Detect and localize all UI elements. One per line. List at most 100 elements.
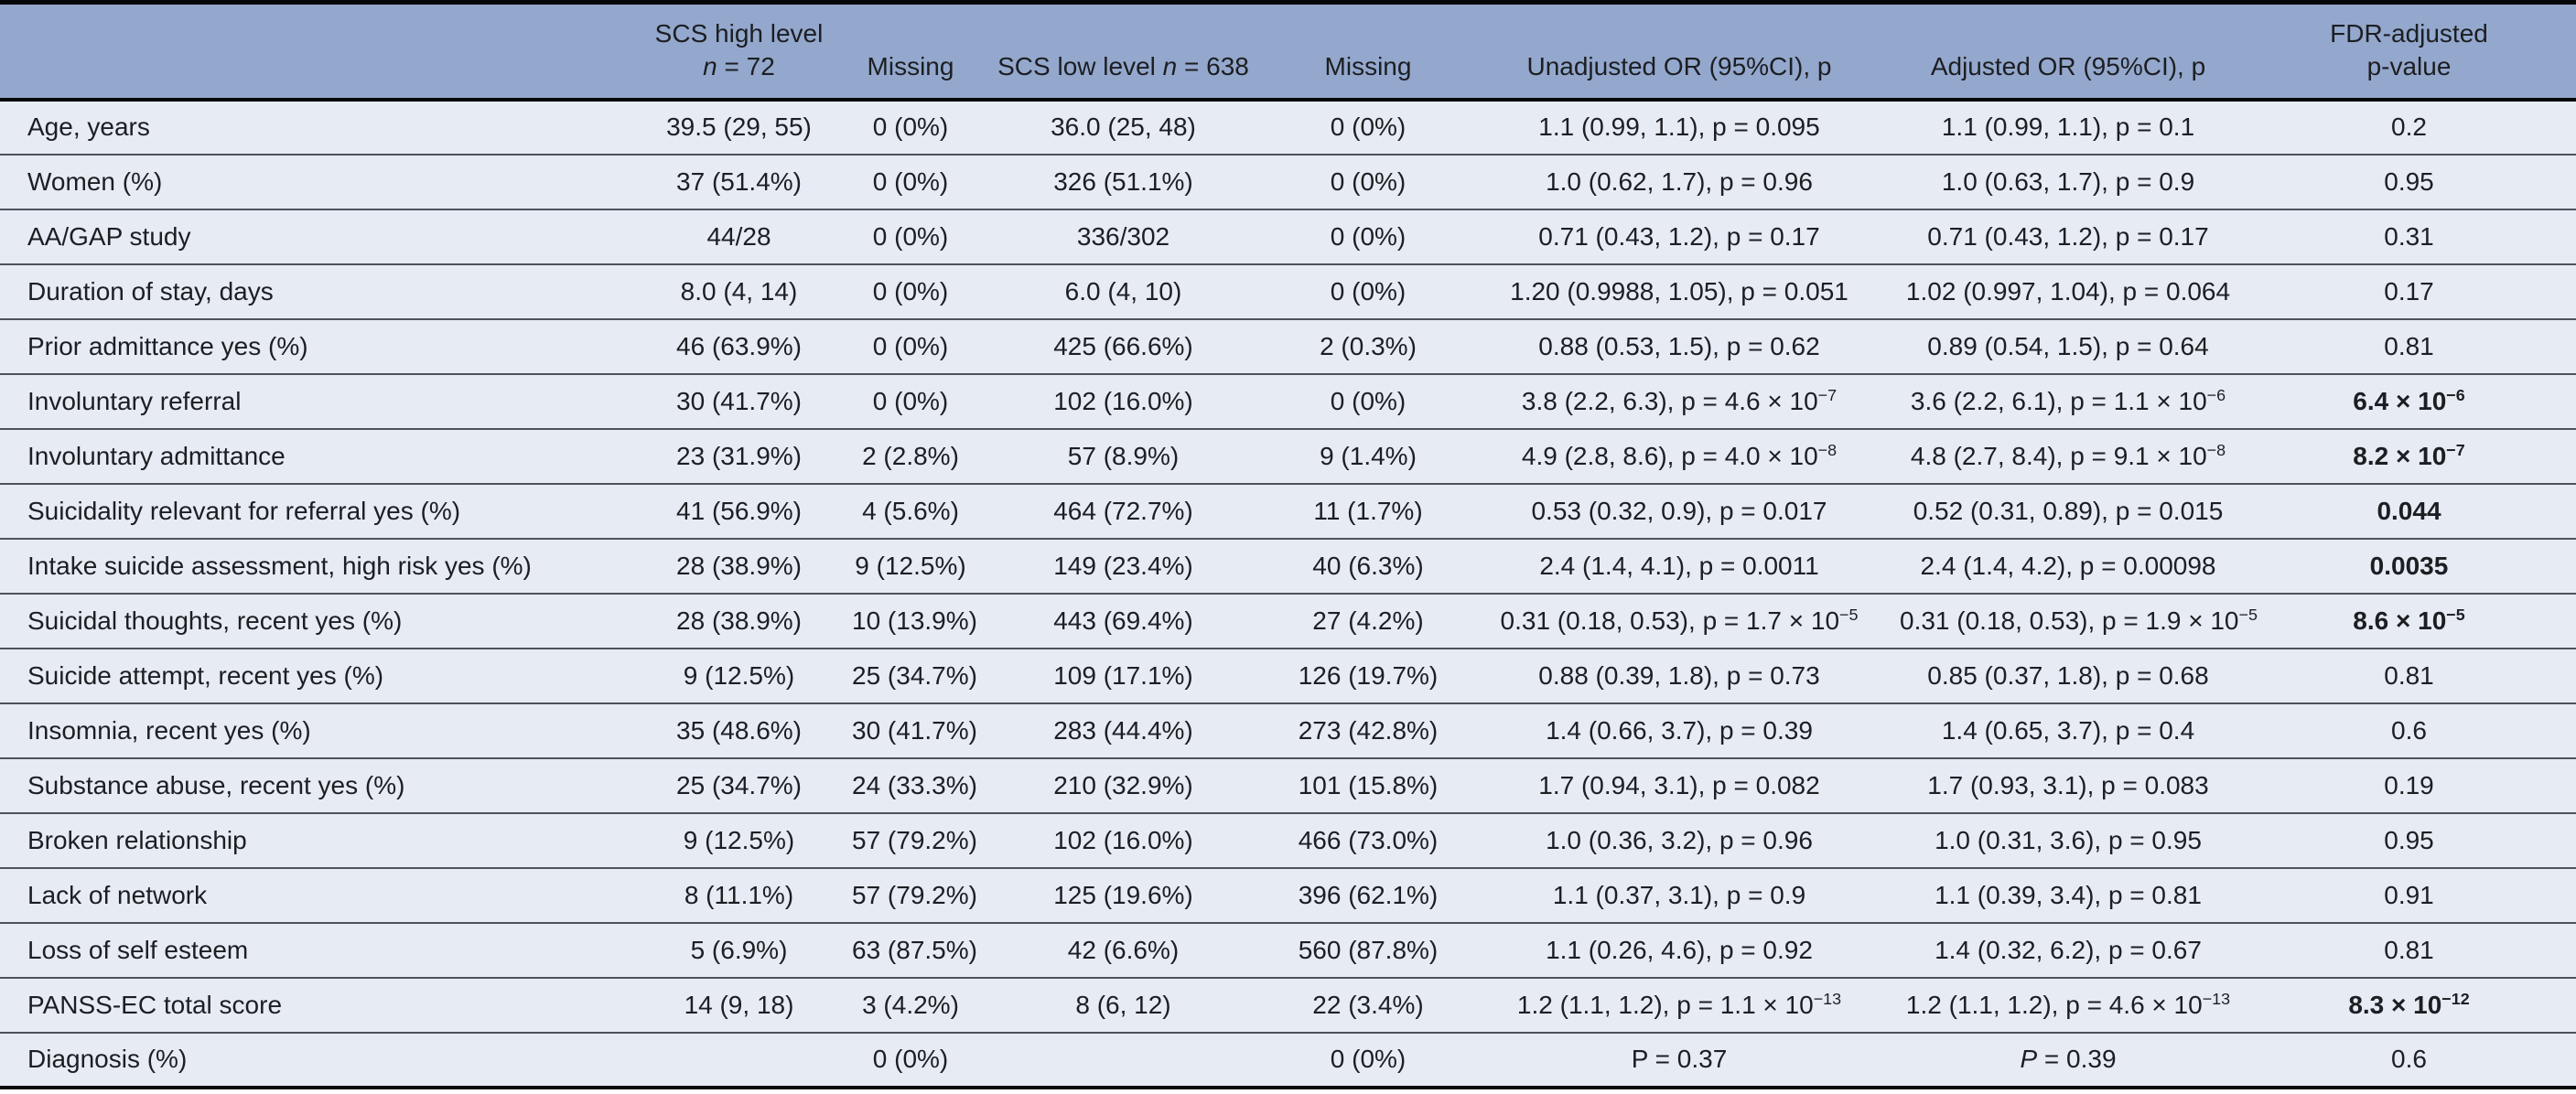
cell-missing1: 24 (33.3%) — [846, 756, 977, 813]
table-row: Suicidal thoughts, recent yes (%) 28 (38.… — [0, 592, 2576, 649]
cell-missing1: 0 (0%) — [872, 113, 949, 141]
cell-fdr: 0.81 — [2242, 317, 2576, 374]
table-row: Involuntary referral 30 (41.7%) 0 (0%) 102 … — [0, 372, 2576, 429]
table-row: Age, years 39.5 (29, 55) 0 (0%) 36.0 (25, 4… — [0, 99, 2576, 155]
table-row: Diagnosis (%) 0 (0%) 0 (0%) P = 0.37 P = 0.3… — [0, 1031, 2576, 1088]
cell-label: Suicidal thoughts, recent yes (%) — [0, 592, 631, 649]
cell-high: 37 (51.4%) — [631, 153, 846, 209]
cell-low: 210 (32.9%) — [975, 756, 1272, 813]
cell-missing2: 560 (87.8%) — [1272, 921, 1464, 978]
cell-adj: 1.0 (0.63, 1.7), p = 0.9 — [1894, 153, 2242, 209]
cell-unadj: 1.1 (0.37, 3.1), p = 0.9 — [1464, 866, 1894, 923]
cell-fdr: 0.17 — [2242, 263, 2576, 319]
cell-high: 14 (9, 18) — [631, 976, 846, 1033]
cell-low: 336/302 — [975, 208, 1272, 264]
cell-missing1: 3 (4.2%) — [846, 976, 975, 1033]
cell-high: 25 (34.7%) — [631, 756, 846, 813]
cell-low: 464 (72.7%) — [975, 482, 1272, 539]
cell-unadj: 1.20 (0.9988, 1.05), p = 0.051 — [1464, 263, 1894, 319]
table-row: AA/GAP study 44/28 0 (0%) 336/302 0 (0%) 0.71… — [0, 208, 2576, 264]
cell-missing1: 0 (0%) — [846, 1031, 975, 1088]
cell-missing2: 2 (0.3%) — [1272, 317, 1464, 374]
cell-label: Insomnia, recent yes (%) — [0, 702, 631, 758]
cell-missing1: 57 (79.2%) — [846, 866, 977, 923]
table-row: Lack of network 8 (11.1%) 57 (79.2%) 125 (1… — [0, 866, 2576, 923]
cell-fdr: 0.19 — [2242, 756, 2576, 813]
col-header-fdr-p-value: FDR-adjusted p-value — [2242, 2, 2576, 102]
cell-missing2: 0 (0%) — [1272, 153, 1464, 209]
cell-fdr: 0.0035 — [2242, 537, 2576, 594]
table-row: Insomnia, recent yes (%) 35 (48.6%) 30 (41… — [0, 702, 2576, 758]
cell-adj: 1.2 (1.1, 1.2), p = 4.6 × 10−13 — [1894, 976, 2242, 1033]
cell-high: 8.0 (4, 14) — [631, 263, 846, 319]
cell-low: 109 (17.1%) — [975, 647, 1272, 703]
cell-adj: 1.1 (0.99, 1.1), p = 0.1 — [1941, 113, 2195, 141]
cell-fdr: 8.2 × 10−7 — [2242, 427, 2576, 484]
cell-label: PANSS-EC total score — [0, 976, 631, 1033]
cell-high: 44/28 — [631, 208, 846, 264]
cell-adj: 1.02 (0.997, 1.04), p = 0.064 — [1894, 263, 2242, 319]
cell-label: Substance abuse, recent yes (%) — [0, 756, 631, 813]
cell-unadj: 1.2 (1.1, 1.2), p = 1.1 × 10−13 — [1464, 976, 1894, 1033]
cell-low: 149 (23.4%) — [975, 537, 1272, 594]
table-row: Involuntary admittance 23 (31.9%) 2 (2.8%)… — [0, 427, 2576, 484]
cell-adj: 4.8 (2.7, 8.4), p = 9.1 × 10−8 — [1894, 427, 2242, 484]
cell-label: Duration of stay, days — [0, 263, 631, 319]
cell-fdr: 0.6 — [2242, 1031, 2576, 1088]
cell-missing2: 40 (6.3%) — [1272, 537, 1464, 594]
col-header-scs-low: SCS low level n = 638 — [975, 2, 1272, 102]
cell-missing2: 101 (15.8%) — [1272, 756, 1464, 813]
cell-unadj: 3.8 (2.2, 6.3), p = 4.6 × 10−7 — [1464, 372, 1894, 429]
cell-missing1: 2 (2.8%) — [846, 427, 975, 484]
table-row: Substance abuse, recent yes (%) 25 (34.7%… — [0, 756, 2576, 813]
cell-high: 41 (56.9%) — [631, 482, 846, 539]
cell-low — [975, 1031, 1272, 1088]
cell-fdr: 0.91 — [2242, 866, 2576, 923]
cell-adj: 1.1 (0.39, 3.4), p = 0.81 — [1894, 866, 2242, 923]
table-row: Suicidality relevant for referral yes (%… — [0, 482, 2576, 539]
cell-high: 35 (48.6%) — [631, 702, 846, 758]
cell-adj: 1.4 (0.32, 6.2), p = 0.67 — [1894, 921, 2242, 978]
cell-adj: 0.71 (0.43, 1.2), p = 0.17 — [1894, 208, 2242, 264]
col-header-adjusted-or: Adjusted OR (95%CI), p — [1894, 2, 2242, 102]
table-row: Prior admittance yes (%) 46 (63.9%) 0 (0%)… — [0, 317, 2576, 374]
cell-missing2: 0 (0%) — [1330, 113, 1407, 141]
cell-missing2: 0 (0%) — [1272, 1031, 1464, 1088]
cell-unadj: 0.88 (0.39, 1.8), p = 0.73 — [1464, 647, 1894, 703]
cell-unadj: 1.4 (0.66, 3.7), p = 0.39 — [1464, 702, 1894, 758]
cell-unadj: 1.1 (0.99, 1.1), p = 0.095 — [1538, 113, 1820, 141]
cell-high: 46 (63.9%) — [631, 317, 846, 374]
cell-high: 5 (6.9%) — [631, 921, 846, 978]
cell-low: 326 (51.1%) — [975, 153, 1272, 209]
table-row: Women (%) 37 (51.4%) 0 (0%) 326 (51.1%) 0 (0… — [0, 153, 2576, 209]
cell-unadj: 1.7 (0.94, 3.1), p = 0.082 — [1464, 756, 1894, 813]
cell-missing1: 63 (87.5%) — [846, 921, 977, 978]
cell-adj: 0.52 (0.31, 0.89), p = 0.015 — [1894, 482, 2242, 539]
cell-missing2: 0 (0%) — [1272, 208, 1464, 264]
cell-unadj: 1.0 (0.62, 1.7), p = 0.96 — [1464, 153, 1894, 209]
cell-fdr: 6.4 × 10−6 — [2242, 372, 2576, 429]
table-row: PANSS-EC total score 14 (9, 18) 3 (4.2%) 8 … — [0, 976, 2576, 1033]
cell-missing1: 9 (12.5%) — [846, 537, 975, 594]
cell-label: Women (%) — [0, 153, 631, 209]
cell-high: 9 (12.5%) — [631, 811, 846, 868]
header-row: SCS high level n = 72 Missing SCS low le… — [0, 2, 2576, 102]
cell-high: 28 (38.9%) — [631, 592, 846, 649]
cell-high: 23 (31.9%) — [631, 427, 846, 484]
cell-missing2: 11 (1.7%) — [1272, 482, 1464, 539]
table-row: Broken relationship 9 (12.5%) 57 (79.2%) 10… — [0, 811, 2576, 868]
cell-missing2: 0 (0%) — [1272, 372, 1464, 429]
cell-label: Diagnosis (%) — [0, 1031, 631, 1088]
cell-low: 125 (19.6%) — [975, 866, 1272, 923]
cell-missing2: 273 (42.8%) — [1272, 702, 1464, 758]
cell-adj: 3.6 (2.2, 6.1), p = 1.1 × 10−6 — [1894, 372, 2242, 429]
cell-low: 443 (69.4%) — [975, 592, 1272, 649]
cell-fdr: 0.044 — [2242, 482, 2576, 539]
cell-unadj: 0.88 (0.53, 1.5), p = 0.62 — [1464, 317, 1894, 374]
table-row: Loss of self esteem 5 (6.9%) 63 (87.5%) 42 … — [0, 921, 2576, 978]
cell-label: Suicide attempt, recent yes (%) — [0, 647, 631, 703]
cell-low: 102 (16.0%) — [975, 372, 1272, 429]
cell-fdr: 0.81 — [2242, 921, 2576, 978]
cell-low: 36.0 (25, 48) — [1051, 113, 1196, 141]
